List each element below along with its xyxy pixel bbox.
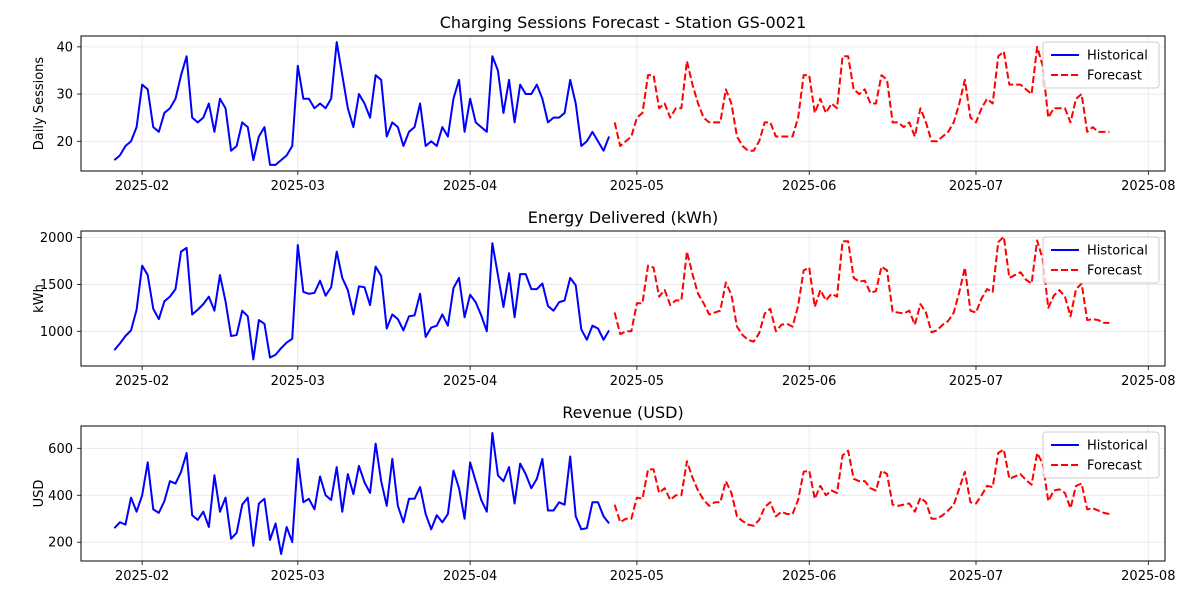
subplot-3: 2025-02 2025-03 2025-04 2025-05 2025-06 2025-… <box>32 403 1175 584</box>
plot-frame <box>80 35 1166 172</box>
legend: Historical Forecast <box>1042 236 1160 284</box>
x-tick-label: 2025-03 <box>271 374 325 389</box>
x-tick-label: 2025-07 <box>949 374 1003 389</box>
forecast-series-line <box>613 448 1110 527</box>
x-tick-label: 2025-05 <box>610 569 664 584</box>
chart-title: Charging Sessions Forecast - Station GS-… <box>440 13 807 32</box>
x-tick-label: 2025-08 <box>1121 569 1175 584</box>
subplot-1: 2025-02 2025-03 2025-04 2025-05 2025-06 2025-… <box>32 13 1175 194</box>
y-tick-label: 400 <box>48 489 73 504</box>
y-tick-label: 1500 <box>40 278 73 293</box>
x-tick-label: 2025-02 <box>115 374 169 389</box>
forecast-series-line <box>613 45 1110 152</box>
chart-title: Energy Delivered (kWh) <box>528 208 719 227</box>
historical-series-line <box>113 432 610 555</box>
plot-frame <box>80 425 1166 562</box>
y-axis-label: Daily Sessions <box>32 57 47 151</box>
chart-title: Revenue (USD) <box>562 403 683 422</box>
legend-label: Historical <box>1087 49 1148 64</box>
legend: Historical Forecast <box>1042 431 1160 479</box>
grid <box>81 231 1165 366</box>
x-tick-label: 2025-05 <box>610 179 664 194</box>
x-tick-label: 2025-05 <box>610 374 664 389</box>
legend-label: Forecast <box>1087 69 1142 84</box>
y-tick-label: 30 <box>56 88 73 103</box>
historical-series-line <box>113 242 610 361</box>
legend-label: Historical <box>1087 244 1148 259</box>
y-tick-label: 600 <box>48 442 73 457</box>
x-tick-label: 2025-03 <box>271 179 325 194</box>
x-tick-label: 2025-06 <box>782 569 836 584</box>
legend: Historical Forecast <box>1042 41 1160 89</box>
x-tick-label: 2025-02 <box>115 179 169 194</box>
y-tick-label: 20 <box>56 135 73 150</box>
x-tick-label: 2025-08 <box>1121 179 1175 194</box>
x-tick-label: 2025-04 <box>443 179 497 194</box>
legend-label: Historical <box>1087 439 1148 454</box>
y-tick-label: 2000 <box>40 231 73 246</box>
x-tick-label: 2025-08 <box>1121 374 1175 389</box>
historical-series-line <box>113 41 611 166</box>
plot-frame <box>80 230 1166 367</box>
x-tick-label: 2025-07 <box>949 179 1003 194</box>
y-axis-label: USD <box>32 480 47 508</box>
forecast-series-line <box>613 235 1110 343</box>
legend-label: Forecast <box>1087 264 1142 279</box>
x-tick-label: 2025-07 <box>949 569 1003 584</box>
legend-box <box>1042 41 1160 89</box>
y-tick-label: 40 <box>56 40 73 55</box>
x-tick-label: 2025-03 <box>271 569 325 584</box>
x-tick-label: 2025-04 <box>443 569 497 584</box>
x-tick-label: 2025-04 <box>443 374 497 389</box>
legend-label: Forecast <box>1087 459 1142 474</box>
y-tick-label: 200 <box>48 536 73 551</box>
subplot-2: 2025-02 2025-03 2025-04 2025-05 2025-06 2025-… <box>32 208 1175 389</box>
x-tick-label: 2025-06 <box>782 179 836 194</box>
legend-box <box>1042 431 1160 479</box>
x-tick-label: 2025-06 <box>782 374 836 389</box>
y-tick-label: 1000 <box>40 325 73 340</box>
legend-box <box>1042 236 1160 284</box>
x-tick-label: 2025-02 <box>115 569 169 584</box>
y-axis-label: kWh <box>32 284 47 313</box>
subplots: 2025-02 2025-03 2025-04 2025-05 2025-06 2025-… <box>32 13 1175 584</box>
grid <box>81 36 1165 171</box>
